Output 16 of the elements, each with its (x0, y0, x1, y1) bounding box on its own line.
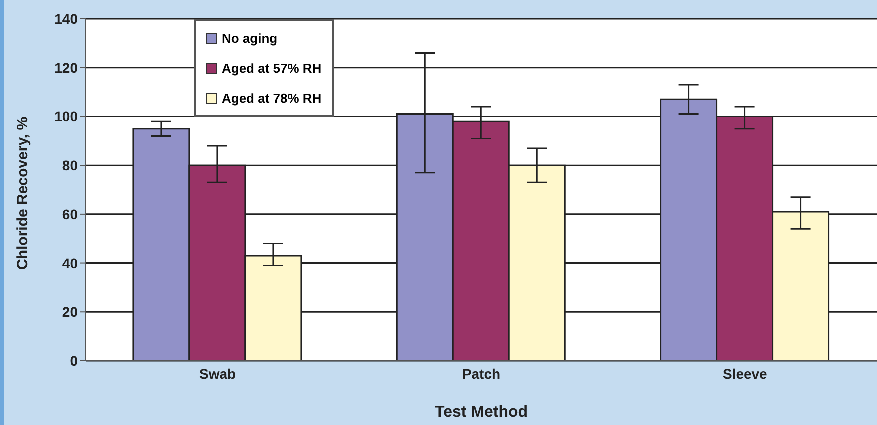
x-axis-title: Test Method (434, 404, 528, 421)
x-tick-label: Swab (200, 366, 236, 382)
y-tick-label: 0 (70, 352, 78, 369)
y-tick-label: 140 (54, 10, 78, 27)
y-tick-label: 80 (62, 158, 78, 174)
x-tick-label: Sleeve (722, 366, 768, 382)
y-tick-label: 20 (62, 304, 78, 320)
y-axis-title: Chloride Recovery, % (14, 116, 32, 270)
y-tick-label: 100 (54, 108, 78, 125)
legend-label: Aged at 57% RH (222, 60, 322, 76)
x-tick-label: Patch (462, 366, 501, 382)
legend-label: No aging (222, 30, 278, 46)
y-tick-label: 60 (62, 206, 78, 222)
legend-label: Aged at 78% RH (222, 90, 322, 106)
y-tick-label: 40 (62, 255, 78, 272)
y-tick-label: 120 (54, 60, 78, 76)
